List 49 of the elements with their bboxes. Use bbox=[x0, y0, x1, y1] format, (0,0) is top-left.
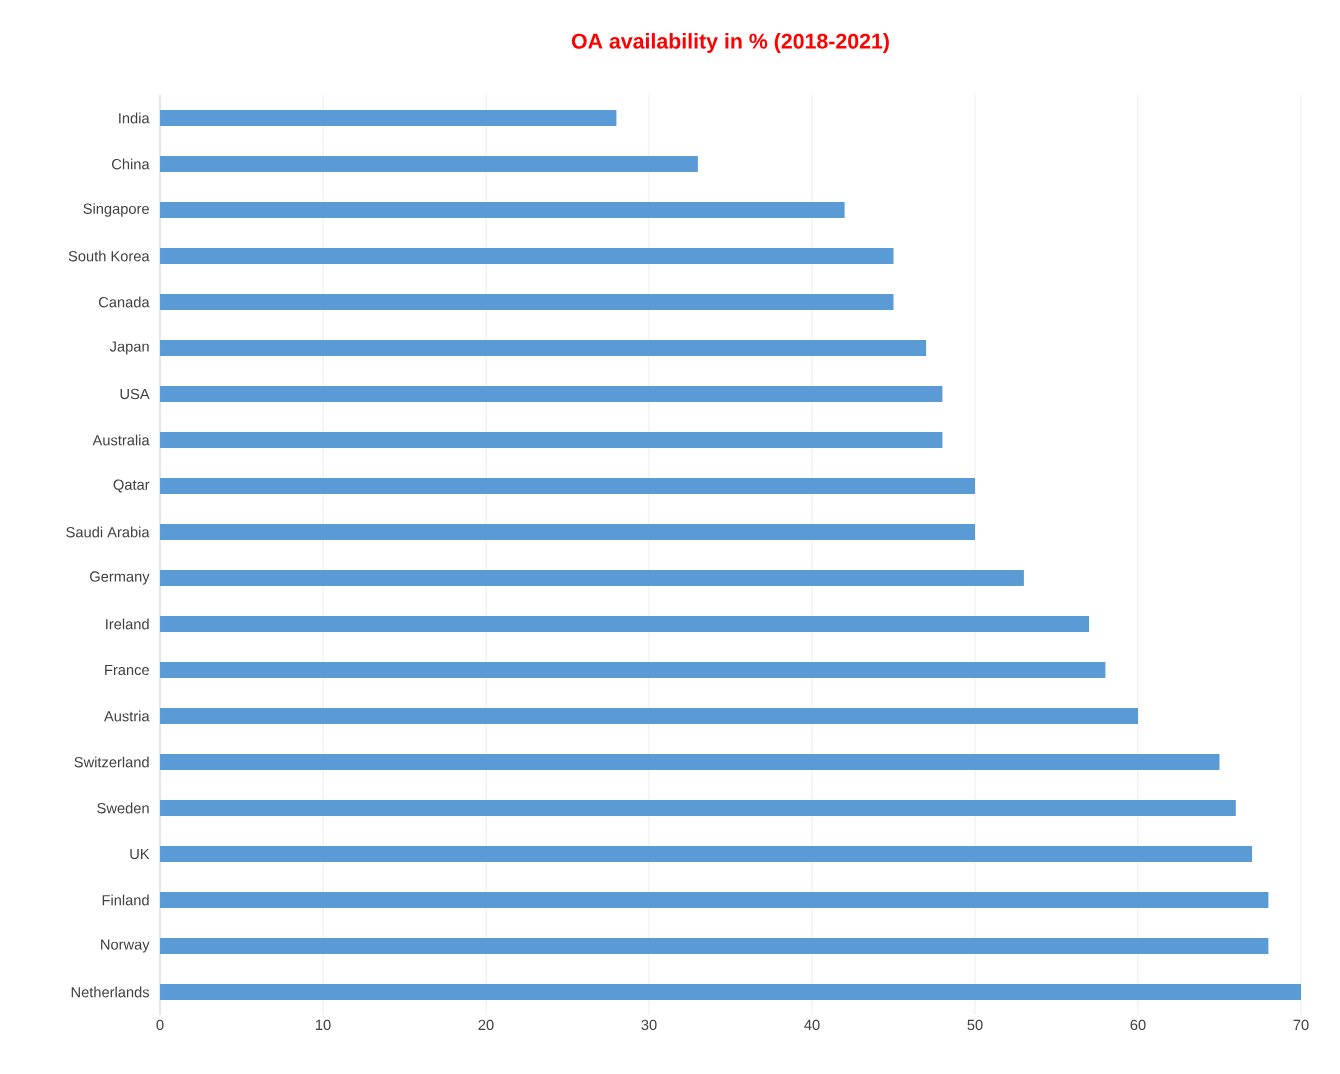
bar bbox=[160, 386, 943, 402]
bar bbox=[160, 110, 617, 126]
bar bbox=[160, 984, 1301, 1000]
x-tick-label: 70 bbox=[1293, 1019, 1309, 1031]
y-tick-label: France bbox=[105, 664, 149, 676]
y-tick-label: Netherlands bbox=[71, 986, 150, 998]
bar bbox=[160, 478, 975, 494]
y-tick-label: South Korea bbox=[68, 250, 150, 262]
y-tick-label: Saudi Arabia bbox=[66, 526, 150, 538]
y-tick-label: India bbox=[119, 112, 150, 124]
x-tick-label: 60 bbox=[1130, 1019, 1146, 1031]
bar bbox=[160, 524, 975, 540]
y-tick-label: Austria bbox=[103, 710, 150, 722]
y-tick-label: Finland bbox=[102, 894, 149, 906]
y-tick-label: Ireland bbox=[106, 618, 149, 630]
bar bbox=[160, 800, 1236, 816]
bar bbox=[160, 846, 1253, 862]
x-tick-label: 40 bbox=[804, 1019, 820, 1031]
y-tick-label: Norway bbox=[101, 939, 150, 953]
bar bbox=[160, 707, 1138, 724]
y-tick-label: China bbox=[112, 158, 150, 170]
bar bbox=[160, 753, 1220, 770]
bar bbox=[160, 892, 1269, 908]
bar bbox=[160, 662, 1106, 678]
y-tick-label: Canada bbox=[98, 296, 150, 308]
chart-title: OA availability in % (2018-2021) bbox=[571, 33, 889, 53]
bar bbox=[160, 432, 943, 448]
bar bbox=[160, 616, 1090, 632]
x-tick-label: 30 bbox=[641, 1019, 657, 1031]
y-tick-label: Sweden bbox=[97, 802, 149, 814]
y-tick-label: Singapore bbox=[83, 203, 149, 217]
y-tick-label: USA bbox=[120, 388, 150, 400]
y-tick-label: Japan bbox=[109, 341, 149, 355]
y-tick-label: Germany bbox=[90, 571, 150, 585]
x-tick-label: 20 bbox=[478, 1019, 494, 1031]
bar bbox=[160, 570, 1024, 586]
bar bbox=[160, 938, 1269, 954]
y-tick-label: Qatar bbox=[113, 479, 150, 493]
x-tick-label: 0 bbox=[156, 1019, 164, 1031]
y-tick-label: Switzerland bbox=[74, 756, 149, 768]
bar bbox=[160, 156, 698, 172]
y-tick-label: UK bbox=[130, 848, 150, 860]
bar bbox=[160, 339, 927, 356]
bar bbox=[160, 248, 894, 264]
x-tick-label: 50 bbox=[967, 1019, 983, 1031]
bar bbox=[160, 294, 894, 310]
bar bbox=[160, 202, 845, 218]
x-tick-label: 10 bbox=[315, 1019, 331, 1031]
y-tick-label: Australia bbox=[92, 434, 150, 446]
